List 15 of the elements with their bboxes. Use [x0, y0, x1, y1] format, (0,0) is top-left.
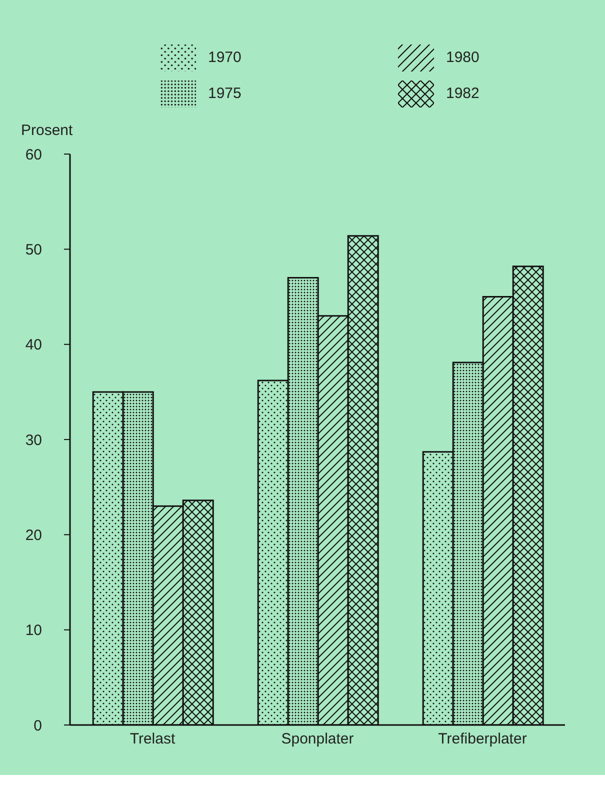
- y-tick-label: 10: [25, 622, 42, 640]
- y-axis-title: Prosent: [21, 122, 73, 139]
- y-tick-label: 50: [25, 242, 42, 259]
- y-tick-label: 20: [25, 527, 42, 544]
- x-tick-label: Sponplater: [281, 730, 354, 748]
- legend-label: 1980: [445, 48, 480, 68]
- legend-label: 1970: [207, 48, 242, 68]
- legend-label: 1975: [207, 84, 242, 104]
- x-tick-label: Trelast: [130, 730, 176, 748]
- y-tick-label: 30: [25, 432, 42, 449]
- x-tick-label: Trefiberplater: [438, 730, 527, 748]
- y-tick-label: 60: [25, 146, 42, 164]
- y-tick-label: 0: [34, 717, 42, 734]
- y-tick-label: 40: [25, 336, 42, 354]
- legend-label: 1982: [445, 84, 480, 104]
